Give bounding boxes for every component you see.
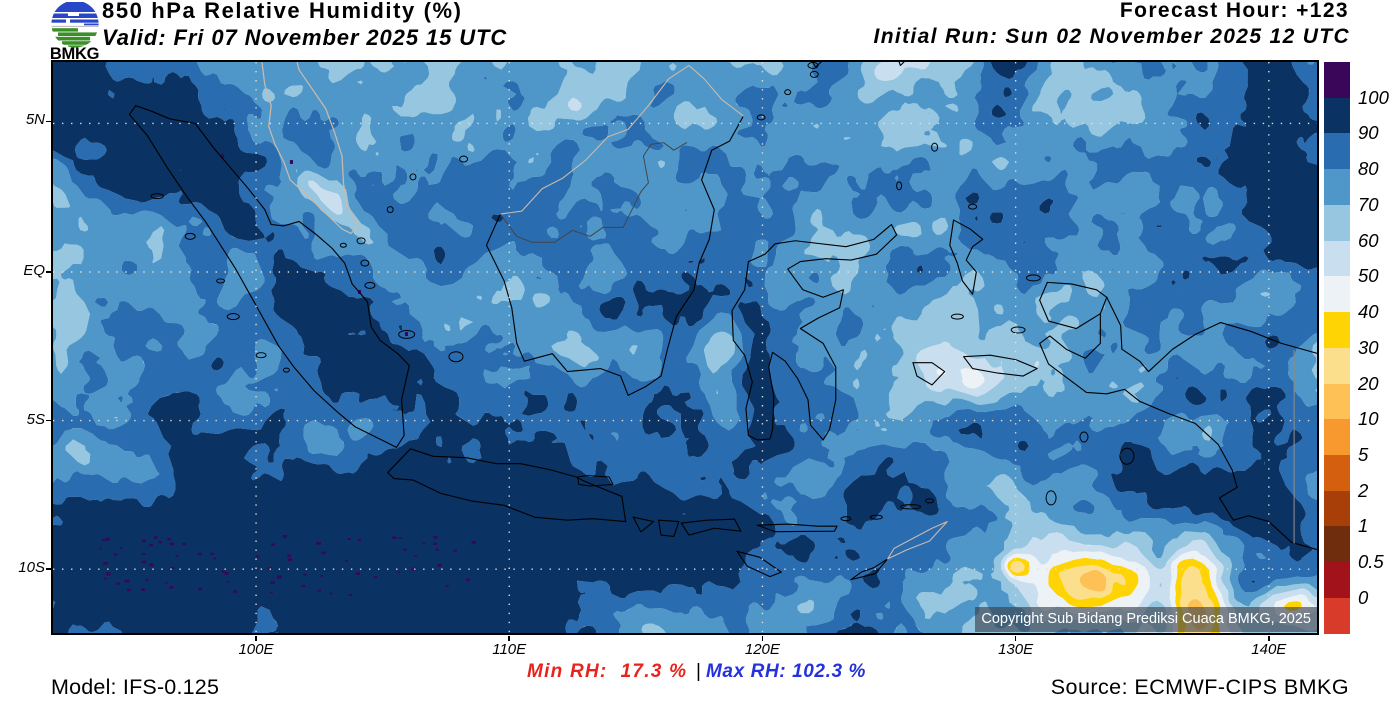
svg-text:BMKG: BMKG <box>50 45 99 60</box>
